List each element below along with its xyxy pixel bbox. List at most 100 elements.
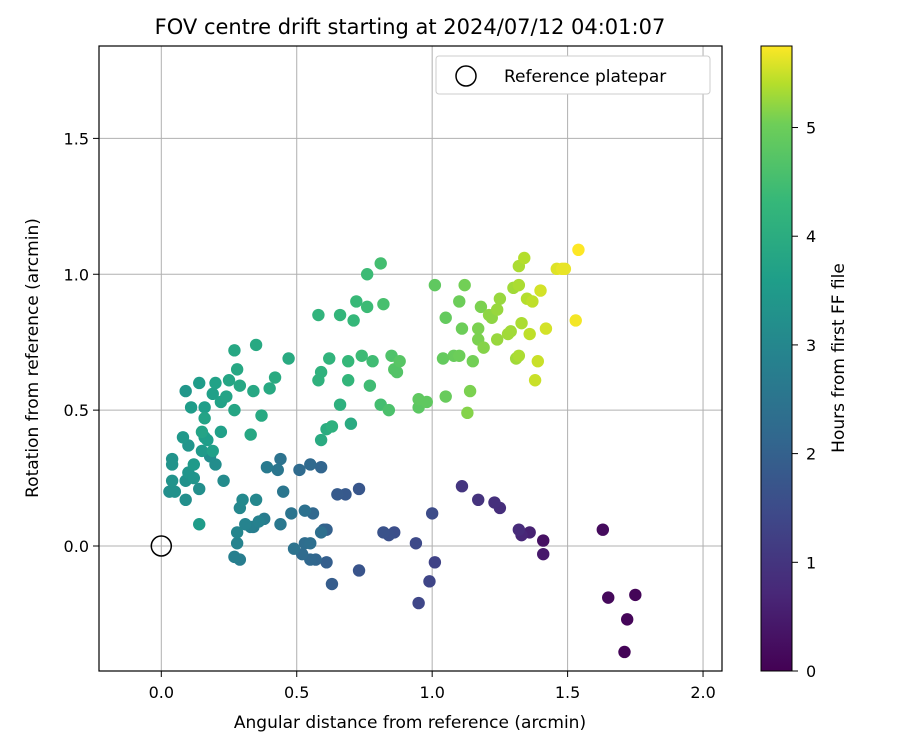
data-point [455,322,469,335]
x-tick-label: 2.0 [690,683,715,702]
data-point [558,262,572,276]
data-point [528,374,542,387]
data-point [382,403,396,417]
data-point [537,547,550,561]
colorbar-tick-label: 3 [806,336,816,355]
data-point [214,425,228,439]
data-point [268,371,282,384]
data-point [293,463,306,477]
data-point [228,344,241,357]
data-point [206,444,219,458]
data-point [230,363,244,376]
data-point [453,349,466,362]
data-point [193,482,206,496]
points-layer [163,243,642,659]
data-point [298,504,312,517]
data-point [179,493,192,507]
data-point [230,537,244,550]
data-point [249,493,263,507]
data-point [314,526,328,539]
data-point [193,518,206,531]
colorbar-tick-label: 2 [806,445,816,464]
data-point [504,325,517,338]
data-point [512,349,526,362]
data-point [515,316,528,330]
data-point [374,257,387,270]
data-point [249,338,263,352]
data-point [198,412,211,425]
grid-layer [99,46,722,671]
colorbar-tick-label: 1 [806,553,816,572]
data-point [165,458,179,471]
data-point [526,295,539,308]
y-tick-label: 1.0 [64,265,89,284]
data-point [377,297,390,311]
data-point [518,251,531,265]
data-point [463,384,477,398]
data-point [325,577,339,591]
data-point [244,428,257,441]
colorbar-tick-label: 4 [806,227,816,246]
data-point [439,390,452,403]
y-tick-label: 0.0 [64,537,89,556]
data-point [304,458,317,471]
chart-title: FOV centre drift starting at 2024/07/12 … [155,15,666,39]
data-point [472,322,485,335]
data-point [333,398,347,411]
data-point [274,518,287,531]
data-point [287,542,301,555]
data-point [233,379,247,392]
data-point [193,376,206,390]
data-point [247,384,260,398]
data-point [187,458,201,471]
data-point [488,496,501,509]
data-point [344,417,358,430]
data-point [285,507,298,520]
data-point [320,556,333,569]
data-point [304,537,317,550]
data-point [314,365,328,379]
data-point [263,382,276,395]
data-point [347,314,360,327]
x-axis-ticks: 0.0 0.5 1.0 1.5 2.0 [149,671,716,702]
data-point [493,292,507,305]
data-point [255,409,268,422]
colorbar-tick-label: 0 [806,662,816,681]
data-point [176,431,190,444]
data-point [466,355,479,368]
colorbar-gradient [760,45,793,672]
y-axis-ticks: 0.0 0.5 1.0 1.5 [64,129,99,556]
data-point [331,488,344,501]
y-tick-label: 1.5 [64,129,89,148]
data-point [428,556,442,569]
data-point [220,390,233,403]
y-axis-label: Rotation from reference (arcmin) [23,218,43,498]
data-point [472,493,485,507]
data-point [239,518,252,531]
legend: Reference platepar [435,55,711,95]
data-point [206,387,219,401]
data-point [366,355,379,368]
data-point [436,352,450,365]
data-point [228,403,241,417]
data-point [360,268,374,281]
data-point [458,278,471,292]
data-point [572,243,585,257]
data-point [409,537,423,550]
legend-marker-reference [455,65,477,87]
data-point [168,485,182,498]
data-point [455,480,469,493]
data-point [620,613,634,626]
data-point [534,284,547,297]
data-point [342,355,355,368]
colorbar: 0 1 2 3 4 5 Hours from first FF file [760,45,849,681]
legend-label-reference: Reference platepar [504,67,666,87]
data-point [187,471,201,485]
data-point [363,379,377,392]
data-point [195,444,209,458]
data-point [252,515,266,528]
data-point [195,425,209,439]
data-point [423,575,436,588]
data-point [355,349,368,362]
